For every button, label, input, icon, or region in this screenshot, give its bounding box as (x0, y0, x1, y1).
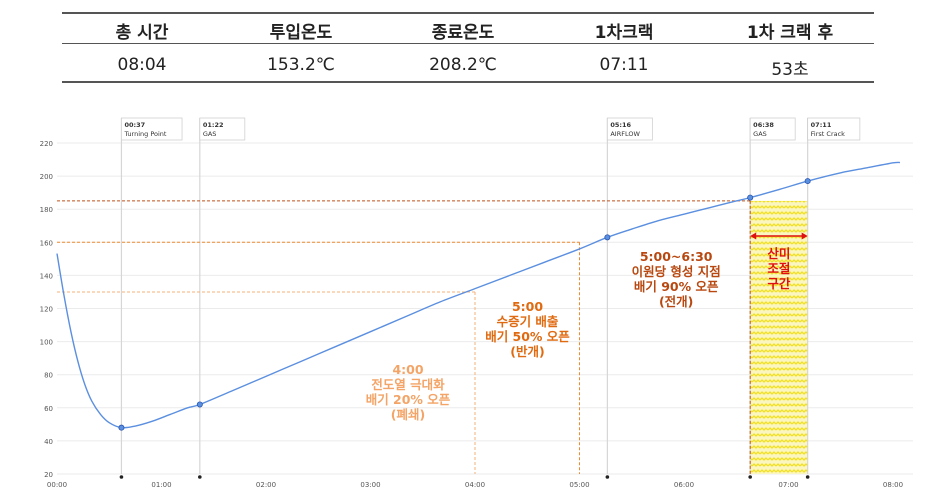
event-point (747, 194, 754, 201)
y-tick-label: 220 (40, 140, 53, 148)
event-marker-box (807, 117, 861, 141)
y-tick-label: 40 (44, 438, 53, 446)
x-tick-label: 00:00 (47, 481, 67, 489)
y-tick-label: 120 (40, 306, 53, 314)
event-point (804, 178, 811, 185)
annotation-text: 이원당 형성 지점 (632, 264, 721, 279)
event-label: GAS (753, 130, 767, 138)
header-charge-temp: 투입온도 (269, 23, 333, 43)
annotation-text: 수증기 배출 (497, 314, 559, 329)
event-time: 05:16 (610, 121, 631, 129)
y-tick-label: 200 (40, 173, 53, 181)
y-tick-label: 180 (40, 206, 53, 214)
annotation-text: 배기 90% 오픈 (634, 279, 719, 294)
annotation-text: (전개) (659, 294, 693, 309)
header-after-first-crack: 1차 크랙 후 (746, 23, 834, 43)
event-label: First Crack (811, 130, 846, 138)
summary-bottom-rule (62, 81, 874, 83)
annotation-text: 배기 50% 오픈 (485, 329, 570, 344)
x-tick-label: 01:00 (151, 481, 171, 489)
event-time: 06:38 (753, 121, 774, 129)
y-tick-label: 60 (44, 405, 53, 413)
event-tick-dot (805, 475, 810, 479)
x-tick-label: 05:00 (569, 481, 589, 489)
event-label: GAS (203, 130, 217, 138)
annotation-text: (폐쇄) (391, 407, 425, 422)
event-label: AIRFLOW (610, 130, 640, 138)
event-label: Turning Point (123, 130, 166, 138)
event-marker-box (121, 117, 183, 141)
annotation-text: 전도열 극대화 (371, 377, 445, 392)
event-tick-dot (748, 475, 752, 479)
event-point (604, 234, 611, 241)
event-time: 01:22 (203, 121, 224, 129)
acidity-zone (750, 200, 808, 475)
event-point (118, 424, 125, 431)
annotation-text: 4:00 (392, 362, 423, 377)
zone-arrow-head-left (750, 232, 757, 240)
event-time: 07:11 (811, 121, 832, 129)
zone-label: 조절 (767, 261, 790, 276)
roast-summary-table: 총 시간 투입온도 종료온도 1차크랙 1차 크랙 후 08:04 153.2℃… (62, 12, 874, 83)
x-tick-label: 04:00 (465, 481, 485, 489)
x-tick-label: 06:00 (674, 481, 694, 489)
value-charge-temp: 153.2℃ (267, 55, 335, 75)
event-marker-box (606, 117, 653, 141)
y-tick-label: 80 (44, 372, 53, 380)
event-marker-box (199, 117, 246, 141)
x-tick-label: 08:00 (883, 481, 903, 489)
annotation-text: 배기 20% 오픈 (366, 392, 451, 407)
summary-mid-rule (62, 43, 874, 44)
x-tick-label: 02:00 (256, 481, 276, 489)
zone-label: 구간 (767, 276, 791, 291)
value-end-temp: 208.2℃ (429, 55, 497, 75)
annotation-text: 5:00~6:30 (640, 249, 713, 264)
header-end-temp: 종료온도 (431, 23, 495, 43)
y-tick-label: 100 (40, 339, 53, 347)
summary-top-rule (62, 12, 874, 14)
annotation-text: (반개) (510, 344, 544, 359)
header-first-crack: 1차크랙 (594, 23, 654, 43)
event-tick-dot (119, 475, 124, 479)
x-tick-label: 07:00 (778, 481, 798, 489)
y-tick-label: 20 (44, 471, 53, 479)
event-marker-box (749, 117, 796, 141)
y-tick-label: 160 (40, 239, 53, 247)
value-first-crack: 07:11 (599, 55, 649, 75)
y-tick-label: 140 (40, 272, 53, 280)
annotation-text: 5:00 (512, 299, 543, 314)
event-tick-dot (605, 475, 610, 479)
x-tick-label: 03:00 (360, 481, 380, 489)
zone-arrow-head-right (801, 232, 808, 240)
event-tick-dot (198, 475, 202, 479)
event-time: 00:37 (124, 121, 145, 129)
event-point (196, 401, 203, 408)
value-total-time: 08:04 (117, 55, 167, 75)
header-total-time: 총 시간 (115, 23, 169, 43)
value-after-first-crack: 53초 (771, 60, 809, 80)
zone-label: 산미 (767, 246, 790, 261)
